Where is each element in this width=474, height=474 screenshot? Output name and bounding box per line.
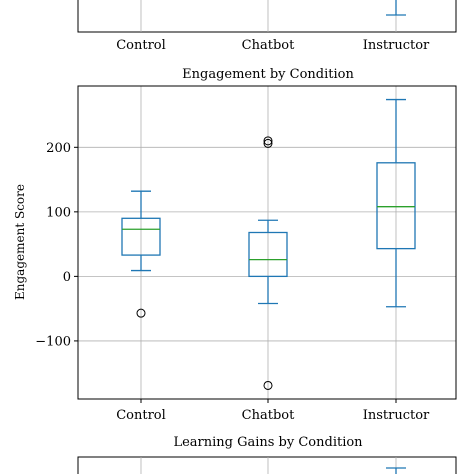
outlier-point: [263, 138, 273, 148]
boxes-layer: [121, 98, 416, 390]
iqr-box: [376, 162, 416, 250]
y-tick-label: −100: [35, 334, 71, 349]
top-xtick-label: Chatbot: [242, 38, 295, 53]
y-tick-label: 0: [63, 270, 71, 285]
bottom-panel: Learning Gains by Condition: [77, 435, 457, 474]
iqr-box: [121, 217, 161, 256]
bottom-plot-frame: [77, 456, 457, 474]
box-instructor: [376, 98, 416, 308]
y-tick-label: 200: [46, 141, 71, 156]
axis-layer: −100 0 100 200 Control Chatbot Instructor: [35, 141, 430, 423]
top-panel: Control Chatbot Instructor: [77, 0, 457, 53]
box-chatbot: [248, 136, 288, 390]
chart-title: Engagement by Condition: [182, 67, 354, 82]
x-tick-label: Control: [116, 408, 166, 423]
plot-frame: [77, 85, 457, 400]
grid-layer: [78, 86, 456, 399]
top-xtick-label: Instructor: [363, 38, 430, 53]
y-axis-label: Engagement Score: [13, 184, 27, 300]
outlier-point: [263, 136, 273, 146]
outlier-point: [136, 308, 146, 318]
y-tick-label: 100: [46, 205, 71, 220]
bottom-chart-title: Learning Gains by Condition: [173, 435, 363, 450]
box-control: [121, 190, 161, 318]
top-xtick-label: Control: [116, 38, 166, 53]
engagement-panel: Engagement by Condition Engagement Score…: [13, 67, 457, 423]
x-tick-label: Instructor: [363, 408, 430, 423]
x-tick-label: Chatbot: [242, 408, 295, 423]
top-plot-frame: [77, 0, 457, 33]
iqr-box: [248, 231, 288, 278]
outlier-point: [263, 380, 273, 390]
